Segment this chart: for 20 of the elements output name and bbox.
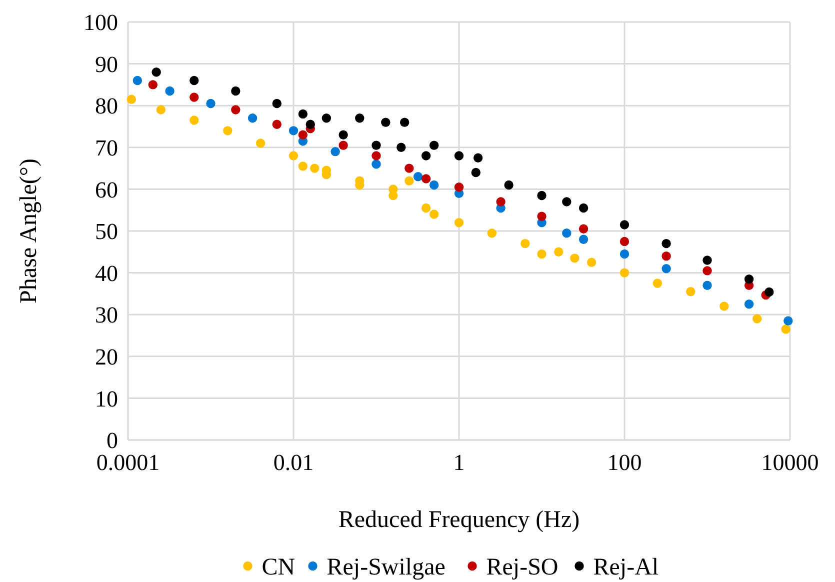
x-tick-label: 1 — [453, 450, 465, 475]
y-tick-label: 10 — [95, 386, 118, 412]
y-tick-label: 80 — [95, 94, 118, 119]
y-tick-label: 20 — [95, 344, 118, 370]
y-tick-label: 70 — [95, 135, 118, 160]
y-axis-title: Phase Angle(°) — [16, 158, 42, 304]
x-tick-label: 10000 — [761, 450, 819, 475]
y-tick-label: 30 — [95, 302, 118, 328]
legend-label: Rej-SO — [486, 554, 558, 580]
x-tick-label: 0.01 — [273, 450, 314, 475]
x-tick-label: 100 — [607, 450, 642, 475]
y-tick-label: 100 — [84, 10, 118, 36]
y-tick-label: 60 — [95, 177, 118, 202]
legend-label: Rej-Swilgae — [326, 554, 446, 580]
y-tick-label: 50 — [95, 219, 118, 244]
legend-label: Rej-Al — [593, 554, 659, 580]
y-tick-label: 40 — [95, 260, 118, 286]
x-axis-title: Reduced Frequency (Hz) — [338, 507, 580, 533]
y-tick-label: 90 — [95, 52, 118, 77]
legend-label: CN — [262, 554, 296, 580]
